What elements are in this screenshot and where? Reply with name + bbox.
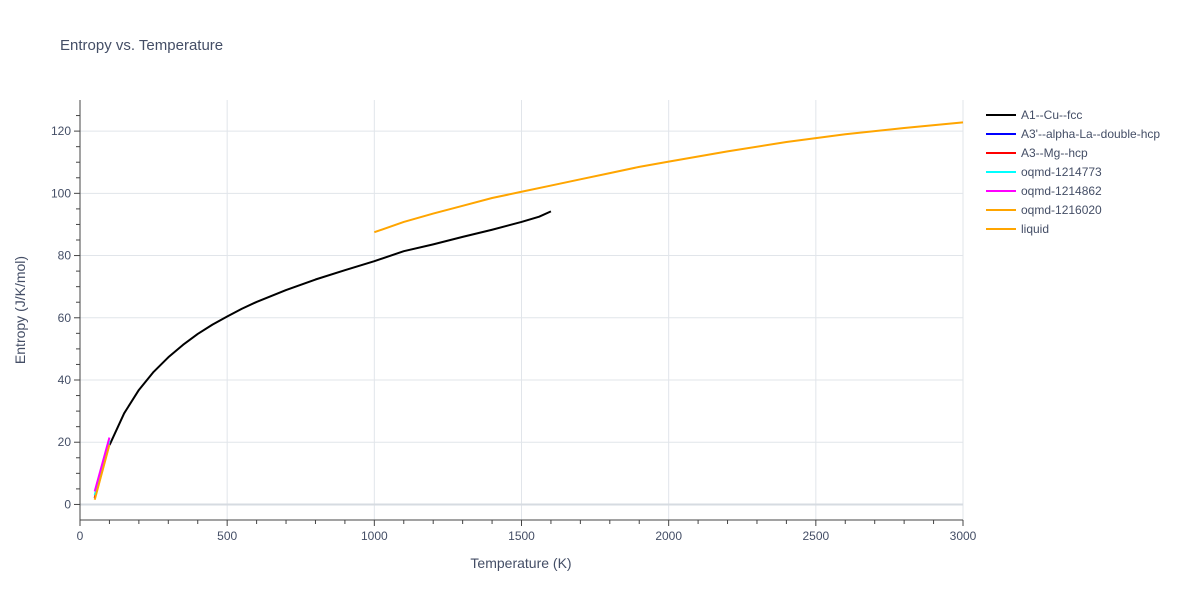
legend-label: liquid [1021, 222, 1049, 236]
series-layer [93, 121, 964, 501]
legend-label: oqmd-1214862 [1021, 184, 1102, 198]
x-tick-label: 1000 [361, 529, 388, 543]
legend-item[interactable]: A3--Mg--hcp [986, 146, 1088, 160]
x-tick-label: 3000 [950, 529, 977, 543]
legend[interactable]: A1--Cu--fcc A3'--alpha-La--double-hcp A3--… [986, 108, 1160, 236]
x-axis-title: Temperature (K) [470, 555, 571, 571]
legend-label: A1--Cu--fcc [1021, 108, 1082, 122]
legend-item[interactable]: oqmd-1214773 [986, 165, 1102, 179]
y-tick-label: 80 [58, 249, 72, 263]
y-tick-label: 60 [58, 311, 72, 325]
series-line-6 [374, 121, 964, 234]
axes [74, 100, 964, 526]
series-line-0 [108, 210, 552, 446]
y-tick-label: 100 [51, 186, 71, 200]
chart-title: Entropy vs. Temperature [60, 37, 223, 54]
legend-item[interactable]: oqmd-1214862 [986, 184, 1102, 198]
legend-item[interactable]: A1--Cu--fcc [986, 108, 1082, 122]
series-line-5 [93, 444, 111, 501]
x-tick-label: 1500 [508, 529, 535, 543]
x-tick-label: 0 [77, 529, 84, 543]
y-tick-label: 120 [51, 124, 71, 138]
grid [80, 100, 964, 520]
series-line-4 [93, 437, 111, 492]
x-tick-label: 2000 [655, 529, 682, 543]
legend-label: A3--Mg--hcp [1021, 146, 1088, 160]
y-axis-ticks: 0 20 40 60 80 100 120 [51, 124, 71, 511]
legend-item[interactable]: oqmd-1216020 [986, 203, 1102, 217]
legend-label: A3'--alpha-La--double-hcp [1021, 127, 1160, 141]
y-axis-title: Entropy (J/K/mol) [12, 256, 28, 364]
x-tick-label: 2500 [802, 529, 829, 543]
y-tick-label: 0 [64, 497, 71, 511]
legend-item[interactable]: A3'--alpha-La--double-hcp [986, 127, 1160, 141]
y-tick-label: 20 [58, 435, 72, 449]
legend-label: oqmd-1214773 [1021, 165, 1102, 179]
legend-label: oqmd-1216020 [1021, 203, 1102, 217]
legend-item[interactable]: liquid [986, 222, 1049, 236]
x-axis-ticks: 0 500 1000 1500 2000 2500 3000 [77, 529, 977, 543]
y-tick-label: 40 [58, 373, 72, 387]
x-tick-label: 500 [217, 529, 237, 543]
